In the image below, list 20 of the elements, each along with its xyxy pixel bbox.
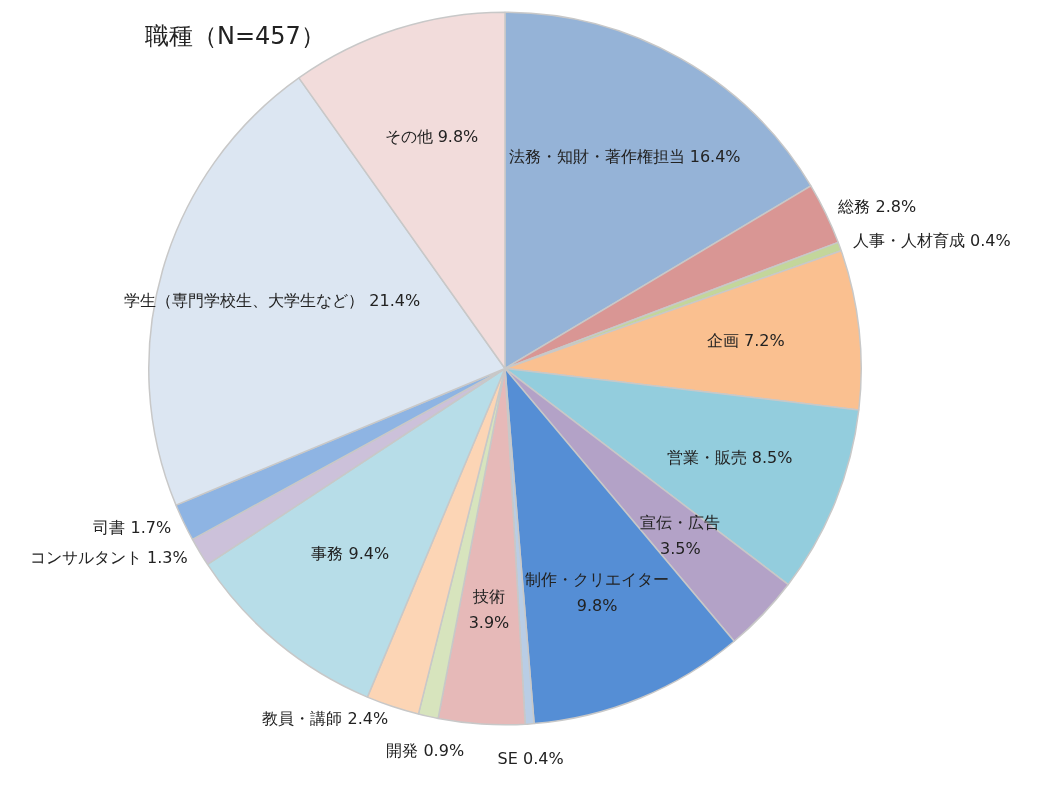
slice-label: 教員・講師 2.4% xyxy=(262,708,389,728)
slice-label: 学生（専門学校生、大学生など） 21.4% xyxy=(124,290,421,310)
slice-label: 宣伝・広告 xyxy=(640,512,721,532)
slice-label: 人事・人材育成 0.4% xyxy=(852,230,1011,250)
slice-label: 司書 1.7% xyxy=(93,517,172,537)
text: 職種（N=457） xyxy=(145,21,325,52)
data-label: 3.9% xyxy=(468,613,510,633)
slice-label: 事務 9.4% xyxy=(311,544,390,564)
slice-label: 企画 7.2% xyxy=(706,331,785,351)
slice-label: 総務 2.8% xyxy=(837,196,917,216)
slice-label: 技術 xyxy=(472,587,505,607)
data-label: 9.8% xyxy=(576,595,618,615)
slice-label: SE 0.4% xyxy=(497,749,564,769)
slice-label: コンサルタント 1.3% xyxy=(29,548,188,568)
slice-label: 法務・知財・著作権担当 16.4% xyxy=(508,146,741,166)
data-label: 3.5% xyxy=(659,538,701,558)
slice-label: その他 9.8% xyxy=(384,126,479,146)
slice-label: 営業・販売 8.5% xyxy=(666,448,793,468)
slice-label: 制作・クリエイター xyxy=(525,569,670,589)
slice-label: 開発 0.9% xyxy=(386,741,465,761)
